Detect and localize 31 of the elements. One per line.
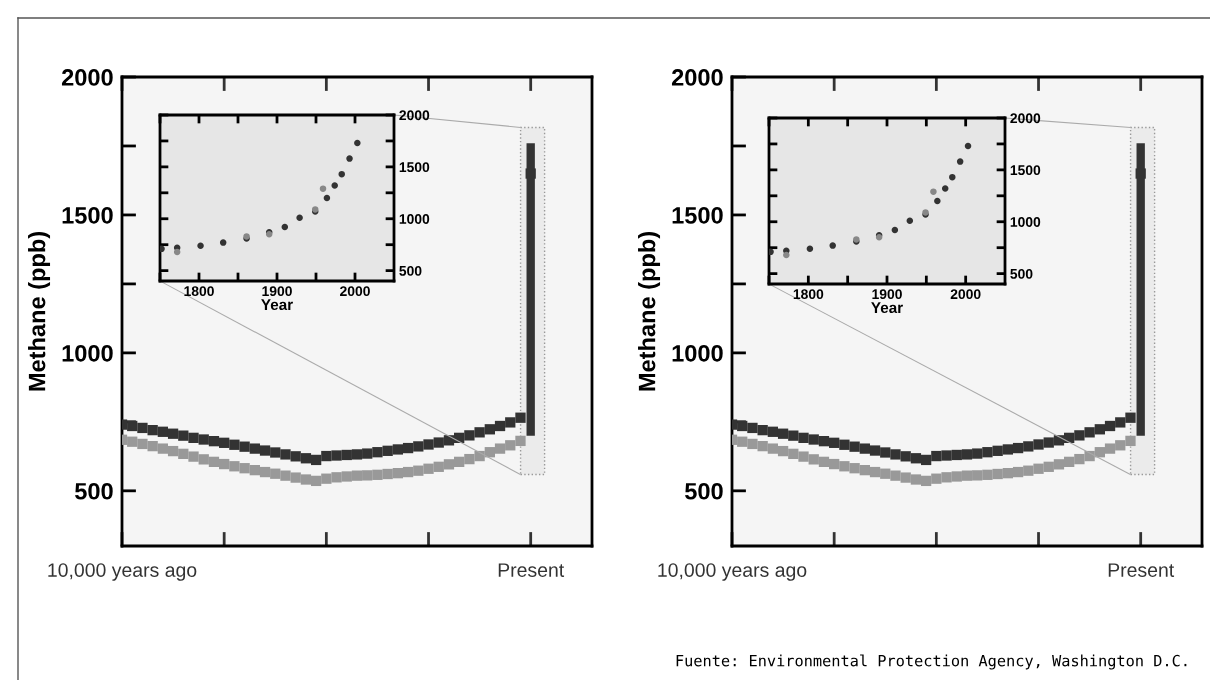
y-tick-label: 500 [685,482,723,500]
source-note: Fuente: Environmental Protection Agency, Washington D.C. [676,654,1187,670]
y2-tick-label: 1000 [399,214,430,224]
y2-tick-label: 1500 [399,162,430,173]
y2-tick-label: 1500 [1010,165,1041,176]
y-tick-label: 1000 [62,344,113,362]
x-tick-label: Present [498,563,565,577]
x-tick-label: 2000 [340,286,370,297]
x-tick-label: 10,000 years ago [658,563,807,581]
y2-tick-label: 500 [1010,268,1033,279]
x-axis-title: Year [871,302,903,314]
y-axis-title: Methane (ppb) [28,232,51,391]
y2-tick-label: 500 [399,265,422,276]
y-tick-label: 2000 [671,69,723,86]
y-tick-label: 1000 [672,344,723,362]
x-tick-label: 1800 [793,289,824,300]
x-tick-label: 1800 [184,286,214,297]
y2-tick-label: 2000 [399,110,430,121]
y-tick-label: 1500 [62,207,113,224]
y-axis-title: Methane (ppb) [638,232,661,391]
x-tick-label: 1900 [872,289,902,300]
y-tick-label: 1500 [672,207,723,224]
x-tick-label: Present [1108,563,1175,577]
y2-tick-label: 1000 [1010,217,1041,227]
y2-tick-label: 2000 [1010,113,1041,124]
x-tick-label: 10,000 years ago [48,563,197,581]
x-tick-label: 1900 [262,286,292,297]
y-tick-label: 2000 [61,69,113,86]
y-tick-label: 500 [75,482,113,500]
x-axis-title: Year [261,299,293,311]
x-tick-label: 2000 [950,289,981,300]
